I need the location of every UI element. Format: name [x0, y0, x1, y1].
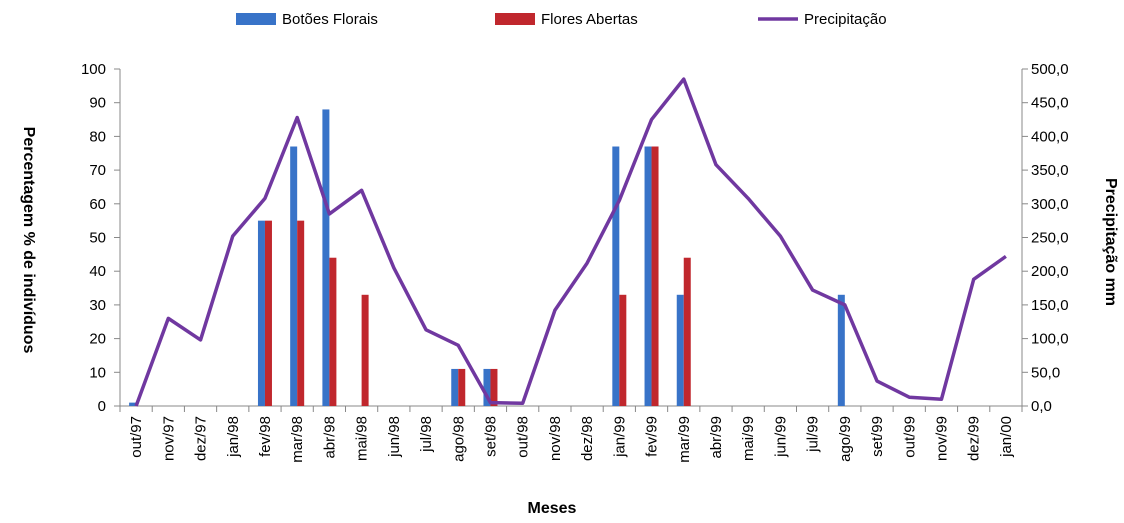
x-tick-label: out/97: [128, 416, 145, 458]
x-tick-label: jul/99: [805, 416, 822, 453]
bar-flores-abertas: [458, 368, 466, 406]
y-left-tick-label: 40: [89, 263, 106, 280]
y-left-tick-label: 10: [89, 364, 106, 381]
legend-swatch: [236, 13, 276, 25]
y-right-tick-label: 150,0: [1031, 297, 1069, 314]
x-tick-label: abr/99: [708, 416, 725, 459]
x-tick-label: dez/97: [193, 416, 210, 461]
bar-botões-florais: [129, 402, 137, 406]
x-tick-label: fev/98: [257, 416, 274, 457]
bar-botões-florais: [257, 220, 265, 406]
y-left-tick-label: 60: [89, 196, 106, 213]
x-tick-label: ago/98: [450, 416, 467, 462]
y-right-tick-label: 500,0: [1031, 61, 1069, 78]
bar-flores-abertas: [297, 220, 305, 406]
x-tick-label: mai/98: [354, 416, 371, 461]
axes: 0 10 20 30 40 50 60 70 80 90 100 0,0 50,0 100,0 150,0 2…: [81, 61, 1069, 463]
y-left-tick-label: 70: [89, 162, 106, 179]
x-tick-label: mar/99: [676, 416, 693, 463]
y-right-tick-label: 300,0: [1031, 196, 1069, 213]
legend-swatch: [495, 13, 535, 25]
y-left-tick-label: 20: [89, 331, 106, 348]
bar-flores-abertas: [264, 220, 272, 406]
bar-flores-abertas: [683, 257, 691, 406]
y-right-tick-label: 0,0: [1031, 398, 1052, 415]
y-right-tick-label: 100,0: [1031, 331, 1069, 348]
bar-flores-abertas: [329, 257, 337, 406]
bar-flores-abertas: [619, 294, 627, 406]
x-tick-label: nov/97: [160, 416, 177, 461]
y-axis-right-title: Precipitação mm: [1102, 178, 1119, 306]
x-tick-label: nov/99: [933, 416, 950, 461]
bar-botões-florais: [322, 109, 330, 406]
x-tick-label: abr/98: [321, 416, 338, 459]
bar-flores-abertas: [651, 146, 659, 406]
x-tick-label: jun/99: [772, 416, 789, 458]
x-tick-label: jul/98: [418, 416, 435, 453]
y-right-tick-label: 400,0: [1031, 128, 1069, 145]
bar-botões-florais: [290, 146, 298, 406]
legend-label: Flores Abertas: [541, 11, 638, 28]
y-left-tick-label: 30: [89, 297, 106, 314]
x-tick-label: set/99: [869, 416, 886, 457]
x-tick-label: out/98: [515, 416, 532, 458]
y-left-tick-label: 100: [81, 61, 106, 78]
y-right-tick-label: 200,0: [1031, 263, 1069, 280]
lines: [134, 77, 1007, 407]
x-tick-label: jan/00: [998, 416, 1015, 458]
x-tick-label: dez/98: [579, 416, 596, 461]
bar-botões-florais: [451, 368, 459, 406]
x-tick-label: dez/99: [966, 416, 983, 461]
bar-flores-abertas: [490, 368, 498, 406]
x-tick-label: mar/98: [289, 416, 306, 463]
y-right-tick-label: 250,0: [1031, 230, 1069, 247]
x-tick-label: fev/99: [644, 416, 661, 457]
bar-botões-florais: [837, 294, 845, 406]
x-tick-label: nov/98: [547, 416, 564, 461]
y-left-tick-label: 0: [98, 398, 106, 415]
bars: [129, 109, 845, 406]
y-left-tick-label: 90: [89, 95, 106, 112]
bar-botões-florais: [676, 294, 684, 406]
x-tick-label: jan/98: [225, 416, 242, 458]
y-right-tick-label: 450,0: [1031, 95, 1069, 112]
y-right-tick-label: 50,0: [1031, 364, 1060, 381]
y-left-tick-label: 50: [89, 230, 106, 247]
x-tick-label: set/98: [482, 416, 499, 457]
legend: Botões Florais Flores Abertas Precipitação: [236, 11, 887, 28]
bar-flores-abertas: [361, 294, 369, 406]
x-tick-label: out/99: [901, 416, 918, 458]
legend-label: Precipitação: [804, 11, 887, 28]
line-precipitacao: [134, 77, 1007, 407]
x-tick-label: jun/98: [386, 416, 403, 458]
bar-botões-florais: [612, 146, 620, 406]
x-tick-label: ago/99: [837, 416, 854, 462]
bar-botões-florais: [644, 146, 652, 406]
x-tick-label: jan/99: [611, 416, 628, 458]
x-axis-title: Meses: [528, 500, 577, 517]
bar-botões-florais: [483, 368, 491, 406]
y-axis-left-title: Percentagem % de indivíduos: [20, 127, 37, 354]
y-left-tick-label: 80: [89, 128, 106, 145]
x-tick-label: mai/99: [740, 416, 757, 461]
y-right-tick-label: 350,0: [1031, 162, 1069, 179]
legend-label: Botões Florais: [282, 11, 378, 28]
